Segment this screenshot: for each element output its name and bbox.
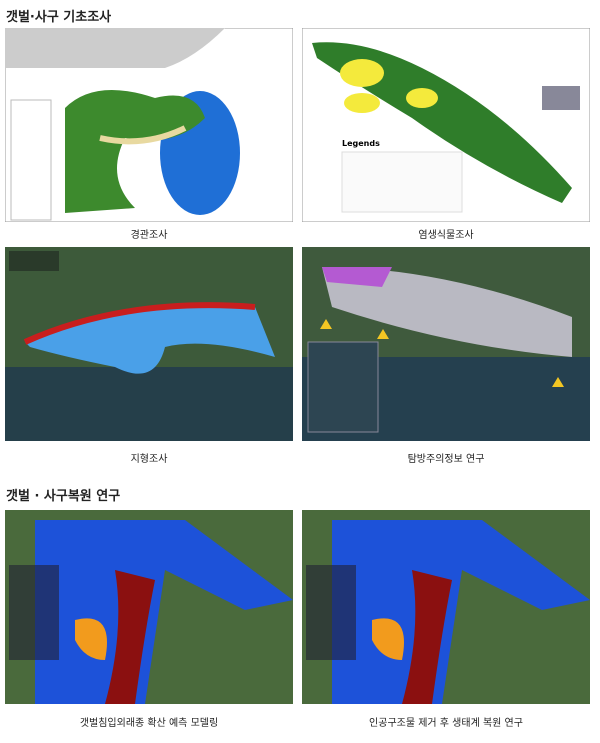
- caption: 갯벌침입외래종 확산 예측 모델링: [79, 718, 219, 729]
- invasive-model-map: [5, 510, 293, 704]
- section-title: 갯벌 · 사구복원 연구: [6, 489, 121, 504]
- vegetation-map: Legends: [302, 28, 590, 222]
- terrain-map: [5, 247, 293, 441]
- caption: 지형조사: [130, 454, 168, 465]
- legend-title: Legends: [342, 139, 380, 148]
- section-title: 갯벌·사구 기초조사: [6, 10, 112, 25]
- map-image: [302, 247, 590, 441]
- map-image: [5, 28, 293, 222]
- landscape-map: [5, 28, 293, 222]
- map-image: [5, 247, 293, 441]
- caption: 인공구조물 제거 후 생태계 복원 연구: [369, 718, 523, 729]
- restoration-map: [302, 510, 590, 704]
- map-image: Legends: [302, 28, 590, 222]
- map-image: [302, 510, 590, 704]
- caption: 탐방주의정보 연구: [407, 454, 485, 465]
- caption: 염생식물조사: [418, 230, 474, 241]
- caption: 경관조사: [130, 230, 168, 241]
- visitor-safety-map: [302, 247, 590, 441]
- map-image: [5, 510, 293, 704]
